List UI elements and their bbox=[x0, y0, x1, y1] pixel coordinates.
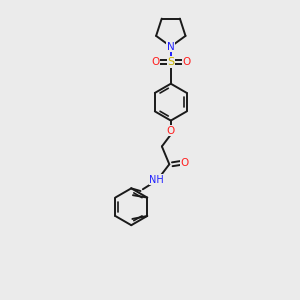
Text: O: O bbox=[182, 57, 190, 67]
Text: S: S bbox=[167, 57, 174, 67]
Text: O: O bbox=[167, 126, 175, 136]
Text: N: N bbox=[167, 42, 175, 52]
Text: NH: NH bbox=[149, 175, 164, 185]
Text: O: O bbox=[181, 158, 189, 168]
Text: O: O bbox=[151, 57, 160, 67]
